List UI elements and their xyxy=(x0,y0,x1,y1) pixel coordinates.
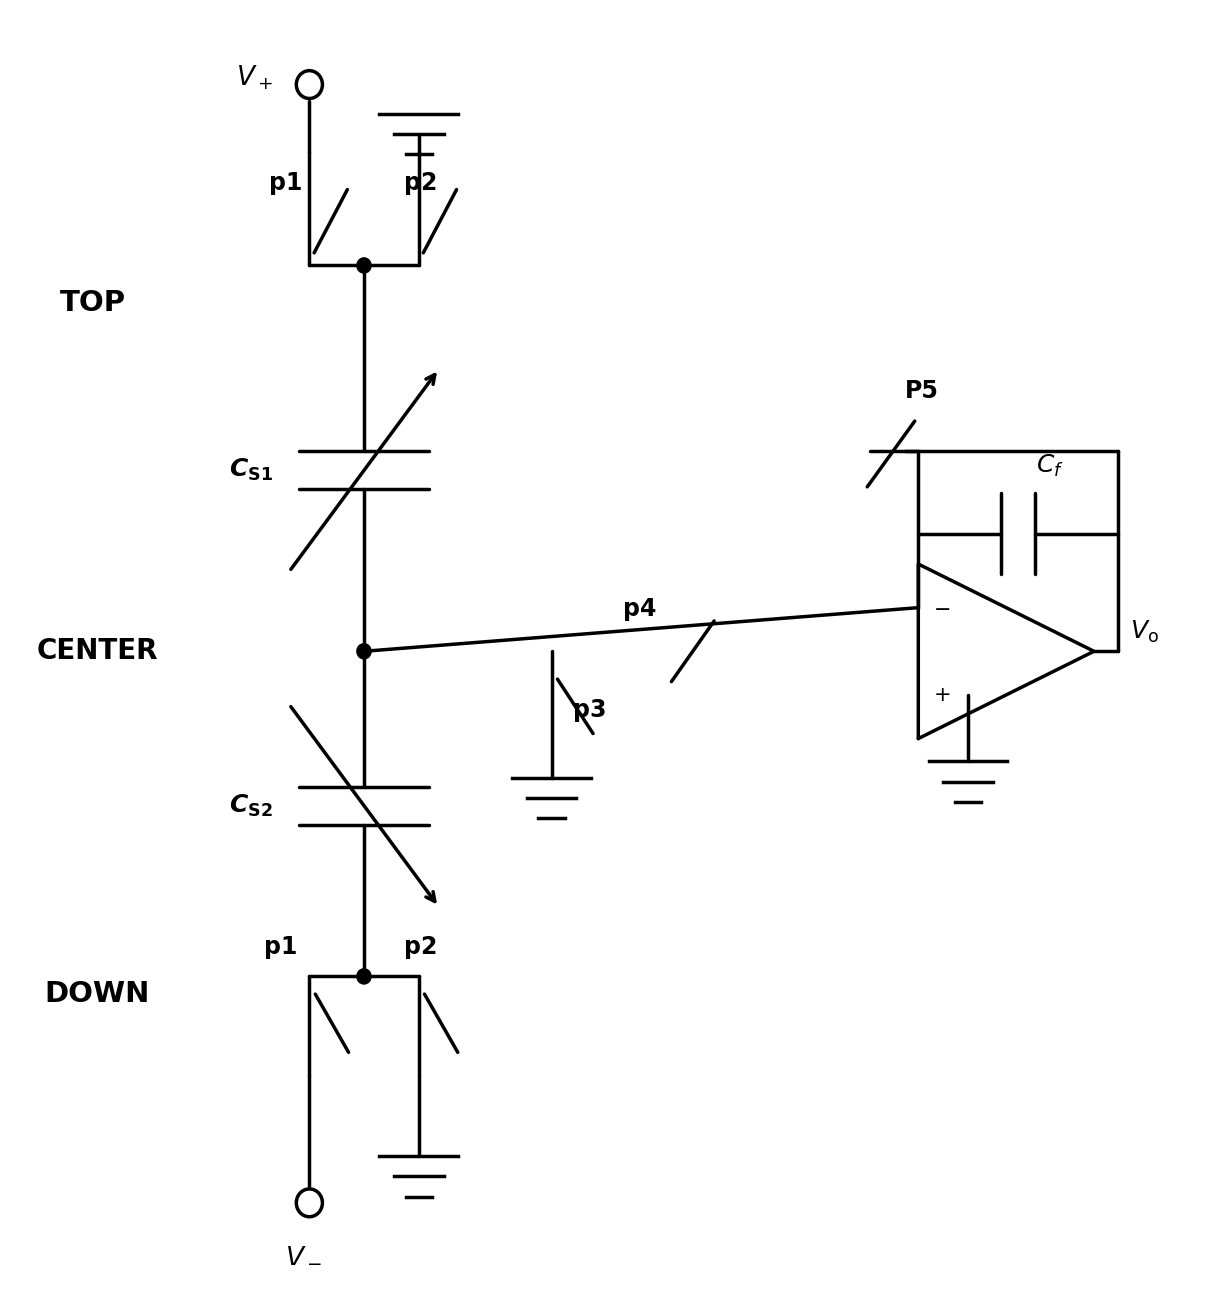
Text: $\boldsymbol{V_+}$: $\boldsymbol{V_+}$ xyxy=(236,63,273,92)
Text: p4: p4 xyxy=(623,597,656,620)
Text: p2: p2 xyxy=(404,171,438,194)
Text: P5: P5 xyxy=(905,379,940,403)
Text: p1: p1 xyxy=(264,935,298,958)
Text: p3: p3 xyxy=(573,698,606,723)
Text: $-$: $-$ xyxy=(933,598,950,618)
Text: $\boldsymbol{V_\mathrm{o}}$: $\boldsymbol{V_\mathrm{o}}$ xyxy=(1129,619,1159,645)
Text: TOP: TOP xyxy=(60,289,127,317)
Text: $+$: $+$ xyxy=(933,685,950,704)
Circle shape xyxy=(296,71,323,98)
Circle shape xyxy=(296,1189,323,1217)
Text: p1: p1 xyxy=(269,171,302,194)
Circle shape xyxy=(357,644,371,659)
Text: $\boldsymbol{C}_\mathbf{S1}$: $\boldsymbol{C}_\mathbf{S1}$ xyxy=(229,457,273,483)
Text: $\boldsymbol{C_f}$: $\boldsymbol{C_f}$ xyxy=(1036,453,1064,479)
Text: DOWN: DOWN xyxy=(45,980,150,1008)
Text: $\boldsymbol{C}_\mathbf{S2}$: $\boldsymbol{C}_\mathbf{S2}$ xyxy=(229,793,273,818)
Text: $\boldsymbol{V_-}$: $\boldsymbol{V_-}$ xyxy=(285,1242,323,1268)
Circle shape xyxy=(357,258,371,273)
Text: CENTER: CENTER xyxy=(37,637,158,666)
Circle shape xyxy=(357,969,371,984)
Text: p2: p2 xyxy=(404,935,438,958)
